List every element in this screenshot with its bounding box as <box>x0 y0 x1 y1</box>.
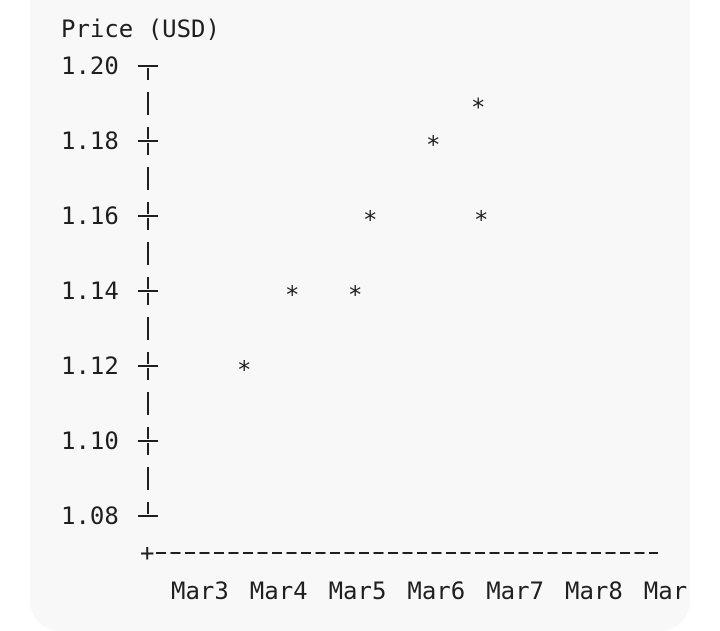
y-tick-label: 1.14 <box>61 277 119 305</box>
x-tick-label: Mar7 <box>486 577 544 605</box>
y-tick-label: 1.12 <box>61 352 119 380</box>
x-tick-label: Mar <box>644 577 687 605</box>
x-tick-label: Mar5 <box>329 577 387 605</box>
data-point-marker: * <box>363 206 377 234</box>
data-point-marker: * <box>285 281 299 309</box>
y-tick-label: 1.08 <box>61 502 119 530</box>
y-tick-label: 1.18 <box>61 127 119 155</box>
data-point-marker: * <box>237 356 251 384</box>
data-point-marker: * <box>426 131 440 159</box>
data-points: * * * * * * * <box>237 94 488 385</box>
x-axis-line: + <box>140 539 658 567</box>
x-axis-origin: + <box>140 539 154 567</box>
data-point-marker: * <box>474 206 488 234</box>
y-tick-label: 1.10 <box>61 427 119 455</box>
data-point-marker: * <box>471 94 485 122</box>
x-tick-label: Mar8 <box>565 577 623 605</box>
chart-card: Price (USD) 1.20 1.18 1.16 1.14 1.12 1.10 1.08… <box>30 0 690 631</box>
y-tick-label: 1.20 <box>61 52 119 80</box>
data-point-marker: * <box>348 281 362 309</box>
y-axis-label: Price (USD) <box>61 15 220 43</box>
x-tick-label: Mar6 <box>407 577 465 605</box>
x-axis-ticks: Mar3 Mar4 Mar5 Mar6 Mar7 Mar8 Mar <box>171 577 687 605</box>
x-tick-label: Mar3 <box>171 577 229 605</box>
x-tick-label: Mar4 <box>250 577 308 605</box>
y-tick-label: 1.16 <box>61 202 119 230</box>
ascii-scatter-chart: Price (USD) 1.20 1.18 1.16 1.14 1.12 1.10 1.08… <box>61 15 687 605</box>
y-axis-ticks: 1.20 1.18 1.16 1.14 1.12 1.10 1.08 <box>61 52 158 530</box>
